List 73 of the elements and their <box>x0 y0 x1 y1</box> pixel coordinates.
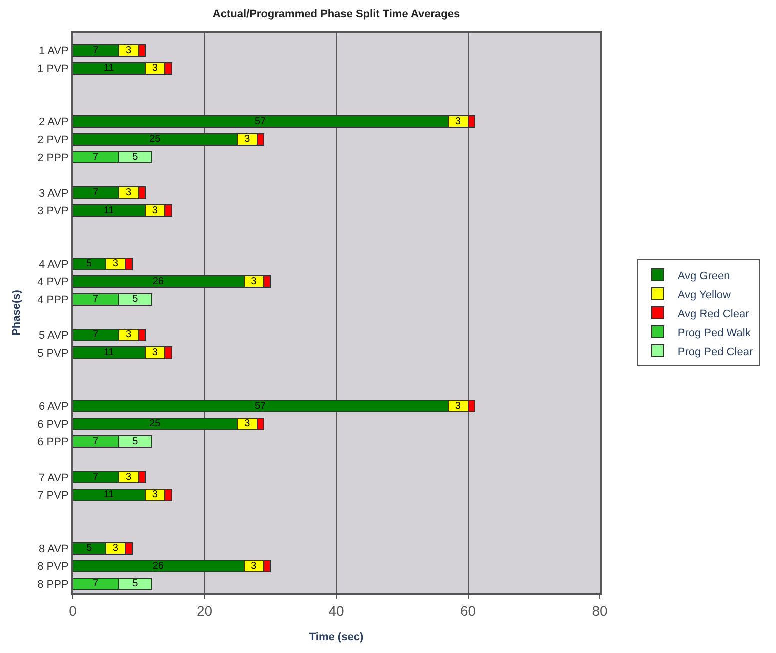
data-label: 11 <box>104 348 115 358</box>
data-label: 5 <box>132 294 139 306</box>
y-tick-label: 8 PPP <box>38 578 69 591</box>
y-tick-label: 6 PVP <box>38 418 69 431</box>
data-label: 3 <box>126 472 132 483</box>
y-tick-label: 7 PVP <box>38 490 69 502</box>
y-tick-label: 7 AVP <box>39 472 69 484</box>
data-label: 11 <box>104 490 115 501</box>
y-tick-label: 5 AVP <box>39 330 69 342</box>
data-label: 3 <box>112 258 119 270</box>
data-label: 3 <box>112 543 119 554</box>
data-label: 5 <box>86 543 92 554</box>
data-label: 7 <box>93 472 100 483</box>
y-tick-label: 2 PPP <box>38 152 69 164</box>
data-label: 3 <box>152 490 158 501</box>
data-label: 3 <box>152 205 158 216</box>
data-label: 7 <box>93 45 100 56</box>
data-label: 7 <box>93 188 100 198</box>
legend-label: Prog Ped Clear <box>678 346 754 358</box>
data-label: 5 <box>132 152 139 163</box>
legend-label: Avg Green <box>678 270 730 282</box>
y-tick-label: 3 PVP <box>38 206 69 218</box>
data-label: 7 <box>93 152 100 163</box>
y-tick-label: 6 AVP <box>39 401 69 414</box>
data-label: 7 <box>93 330 100 341</box>
data-label: 5 <box>86 258 92 270</box>
legend-label: Avg Red Clear <box>678 308 750 320</box>
data-label: 5 <box>132 578 139 590</box>
y-tick-label: 1 PVP <box>38 63 69 76</box>
data-label: 26 <box>152 276 164 288</box>
x-tick-label: 20 <box>196 602 213 619</box>
y-tick-label: 1 AVP <box>39 46 69 58</box>
y-tick-label: 2 AVP <box>39 116 69 129</box>
data-label: 5 <box>132 436 139 448</box>
data-label: 11 <box>104 205 115 216</box>
x-tick-label: 40 <box>328 602 344 619</box>
y-tick-label: 5 PVP <box>38 348 69 360</box>
x-tick-label: 60 <box>460 602 476 619</box>
data-label: 25 <box>150 134 162 146</box>
data-label: 3 <box>126 45 132 56</box>
data-label: 3 <box>126 330 132 341</box>
data-label: 3 <box>455 400 462 412</box>
y-tick-label: 8 AVP <box>39 543 69 556</box>
data-label: 3 <box>244 134 251 146</box>
data-label: 7 <box>93 578 100 590</box>
data-label: 7 <box>93 436 100 448</box>
data-label: 11 <box>104 63 115 74</box>
data-label: 3 <box>244 418 251 430</box>
chart-title: Actual/Programmed Phase Split Time Averages <box>212 8 460 20</box>
data-label: 57 <box>254 400 267 412</box>
x-axis-title: Time (sec) <box>309 632 364 644</box>
legend-label: Prog Ped Walk <box>678 327 752 340</box>
data-label: 57 <box>254 116 267 128</box>
y-tick-label: 4 PPP <box>38 294 69 307</box>
data-label: 3 <box>251 276 258 288</box>
data-label: 3 <box>251 560 258 572</box>
y-tick-label: 4 AVP <box>39 258 69 271</box>
data-label: 3 <box>152 63 158 74</box>
data-label: 25 <box>150 418 162 430</box>
y-axis-title: Phase(s) <box>10 290 23 336</box>
data-label: 3 <box>455 116 462 128</box>
y-tick-label: 4 PVP <box>38 276 69 289</box>
y-tick-label: 6 PPP <box>38 436 69 449</box>
y-tick-label: 8 PVP <box>38 561 69 574</box>
y-tick-label: 2 PVP <box>38 134 69 147</box>
data-label: 7 <box>93 294 100 306</box>
x-tick-label: 80 <box>592 602 608 619</box>
data-label: 3 <box>152 348 158 358</box>
x-tick-label: 0 <box>69 602 78 619</box>
data-label: 3 <box>126 188 132 198</box>
legend-label: Avg Yellow <box>678 289 731 302</box>
y-tick-label: 3 AVP <box>39 188 69 200</box>
data-label: 26 <box>152 560 164 572</box>
